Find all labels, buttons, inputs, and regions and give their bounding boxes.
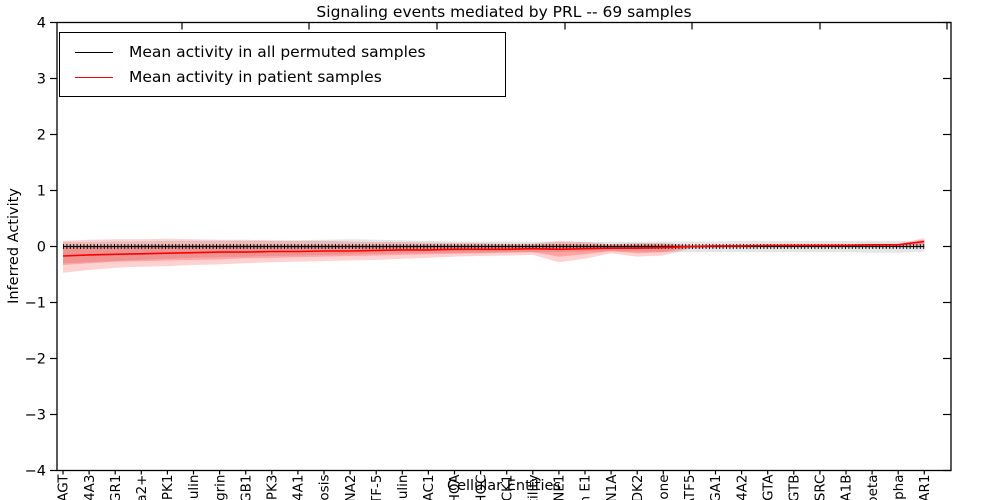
x-tick-label: ROCK1	[499, 475, 515, 500]
x-tick-label: RHOC	[473, 475, 489, 500]
x-tick-label: RHOA	[447, 474, 463, 500]
x-tick-label: SRC	[813, 475, 829, 500]
patient-mean-line	[62, 240, 925, 257]
x-tick-label: PRL-1/ATF-5	[369, 475, 385, 500]
x-tick-label: MAPK3	[265, 475, 281, 500]
x-tick-label: CDK2/Cyclin E1	[578, 475, 594, 500]
x-tick-label: PTP4A1	[291, 475, 307, 500]
permuted-band	[63, 239, 925, 264]
y-tick-label: 3	[37, 72, 46, 88]
x-tick-label: ITGA1	[708, 475, 724, 500]
y-tick-label: −3	[25, 408, 46, 424]
x-tick-label: RABGGTB	[787, 475, 803, 500]
x-tick-label: PRL-1/alpha Tubulin	[395, 475, 411, 500]
x-tick-label: TUBA1B	[839, 475, 855, 500]
legend: Mean activity in all permuted samples Me…	[59, 32, 506, 97]
x-tick-label: PRL-2 /Rab GGTase beta	[865, 475, 881, 500]
x-tick-label: Rab GGTase beta/Rab GGTase alpha	[891, 475, 907, 500]
x-tick-label: CDK2	[630, 475, 646, 500]
x-tick-label: CDKN1A	[604, 474, 620, 500]
y-axis-label: Inferred Activity	[6, 188, 22, 304]
x-tick-label: mol:Ca2+	[134, 475, 150, 500]
x-tick-label: RABGGTA	[760, 474, 776, 500]
chart-title: Signaling events mediated by PRL -- 69 s…	[316, 3, 692, 21]
y-tick-label: 1	[37, 184, 46, 200]
legend-item-patient: Mean activity in patient samples	[60, 68, 505, 86]
y-tick-label: 0	[37, 240, 46, 256]
x-tick-label: PRL-3/alpha1 Integrin	[212, 475, 228, 500]
y-tick-label: −4	[25, 464, 46, 480]
x-tick-label: EGR1	[108, 475, 124, 500]
legend-label-permuted: Mean activity in all permuted samples	[129, 43, 426, 61]
x-tick-label: mitosis	[317, 475, 333, 500]
x-tick-label: CCNA2	[343, 475, 359, 500]
x-tick-label: RAC1	[421, 475, 437, 500]
x-tick-label: ITGB1	[238, 475, 254, 500]
x-tick-label: MAPK1	[160, 475, 176, 500]
legend-line-black	[75, 51, 113, 53]
x-tick-label: CCNE1	[552, 475, 568, 500]
x-tick-label: ATF5	[682, 475, 698, 500]
legend-label-patient: Mean activity in patient samples	[129, 68, 382, 86]
x-tick-label: PTP4A2	[734, 475, 750, 500]
y-tick-label: −2	[25, 352, 46, 368]
x-tick-label: PRL-3/alpha Tubulin	[186, 475, 202, 500]
x-axis-label: Cellular Entities	[446, 478, 562, 494]
legend-item-permuted: Mean activity in all permuted samples	[60, 43, 505, 61]
x-tick-label: PTP4A3	[82, 475, 98, 500]
x-tick-label: BCAR1	[917, 475, 933, 500]
y-tick-label: 2	[37, 128, 46, 144]
x-tick-label: mol:Halofuginone	[656, 475, 672, 500]
x-tick-label: AGT	[56, 474, 72, 500]
legend-line-red	[75, 76, 113, 78]
y-tick-label: 4	[37, 16, 46, 32]
x-tick-label: cell motility	[526, 474, 542, 500]
y-tick-label: −1	[25, 296, 46, 312]
